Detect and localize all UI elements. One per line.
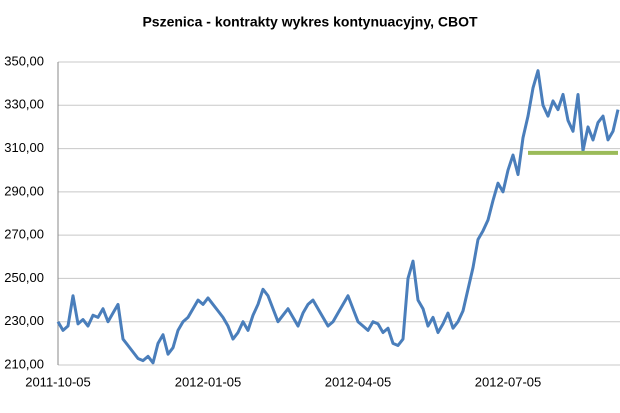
x-tick-label: 2012-04-05 bbox=[325, 374, 392, 389]
x-tick-label: 2011-10-05 bbox=[25, 374, 91, 389]
y-tick-label: 250,00 bbox=[4, 270, 44, 285]
y-tick-label: 310,00 bbox=[4, 140, 44, 155]
y-tick-label: 330,00 bbox=[4, 97, 44, 112]
x-tick-label: 2012-01-05 bbox=[175, 374, 242, 389]
y-tick-label: 350,00 bbox=[4, 53, 44, 68]
x-tick-label: 2012-07-05 bbox=[475, 374, 542, 389]
y-tick-label: 210,00 bbox=[4, 356, 44, 371]
y-tick-label: 270,00 bbox=[4, 227, 44, 242]
y-tick-label: 230,00 bbox=[4, 313, 44, 328]
chart-title: Pszenica - kontrakty wykres kontynuacyjn… bbox=[142, 14, 478, 30]
line-series bbox=[56, 69, 620, 365]
y-tick-label: 290,00 bbox=[4, 183, 44, 198]
